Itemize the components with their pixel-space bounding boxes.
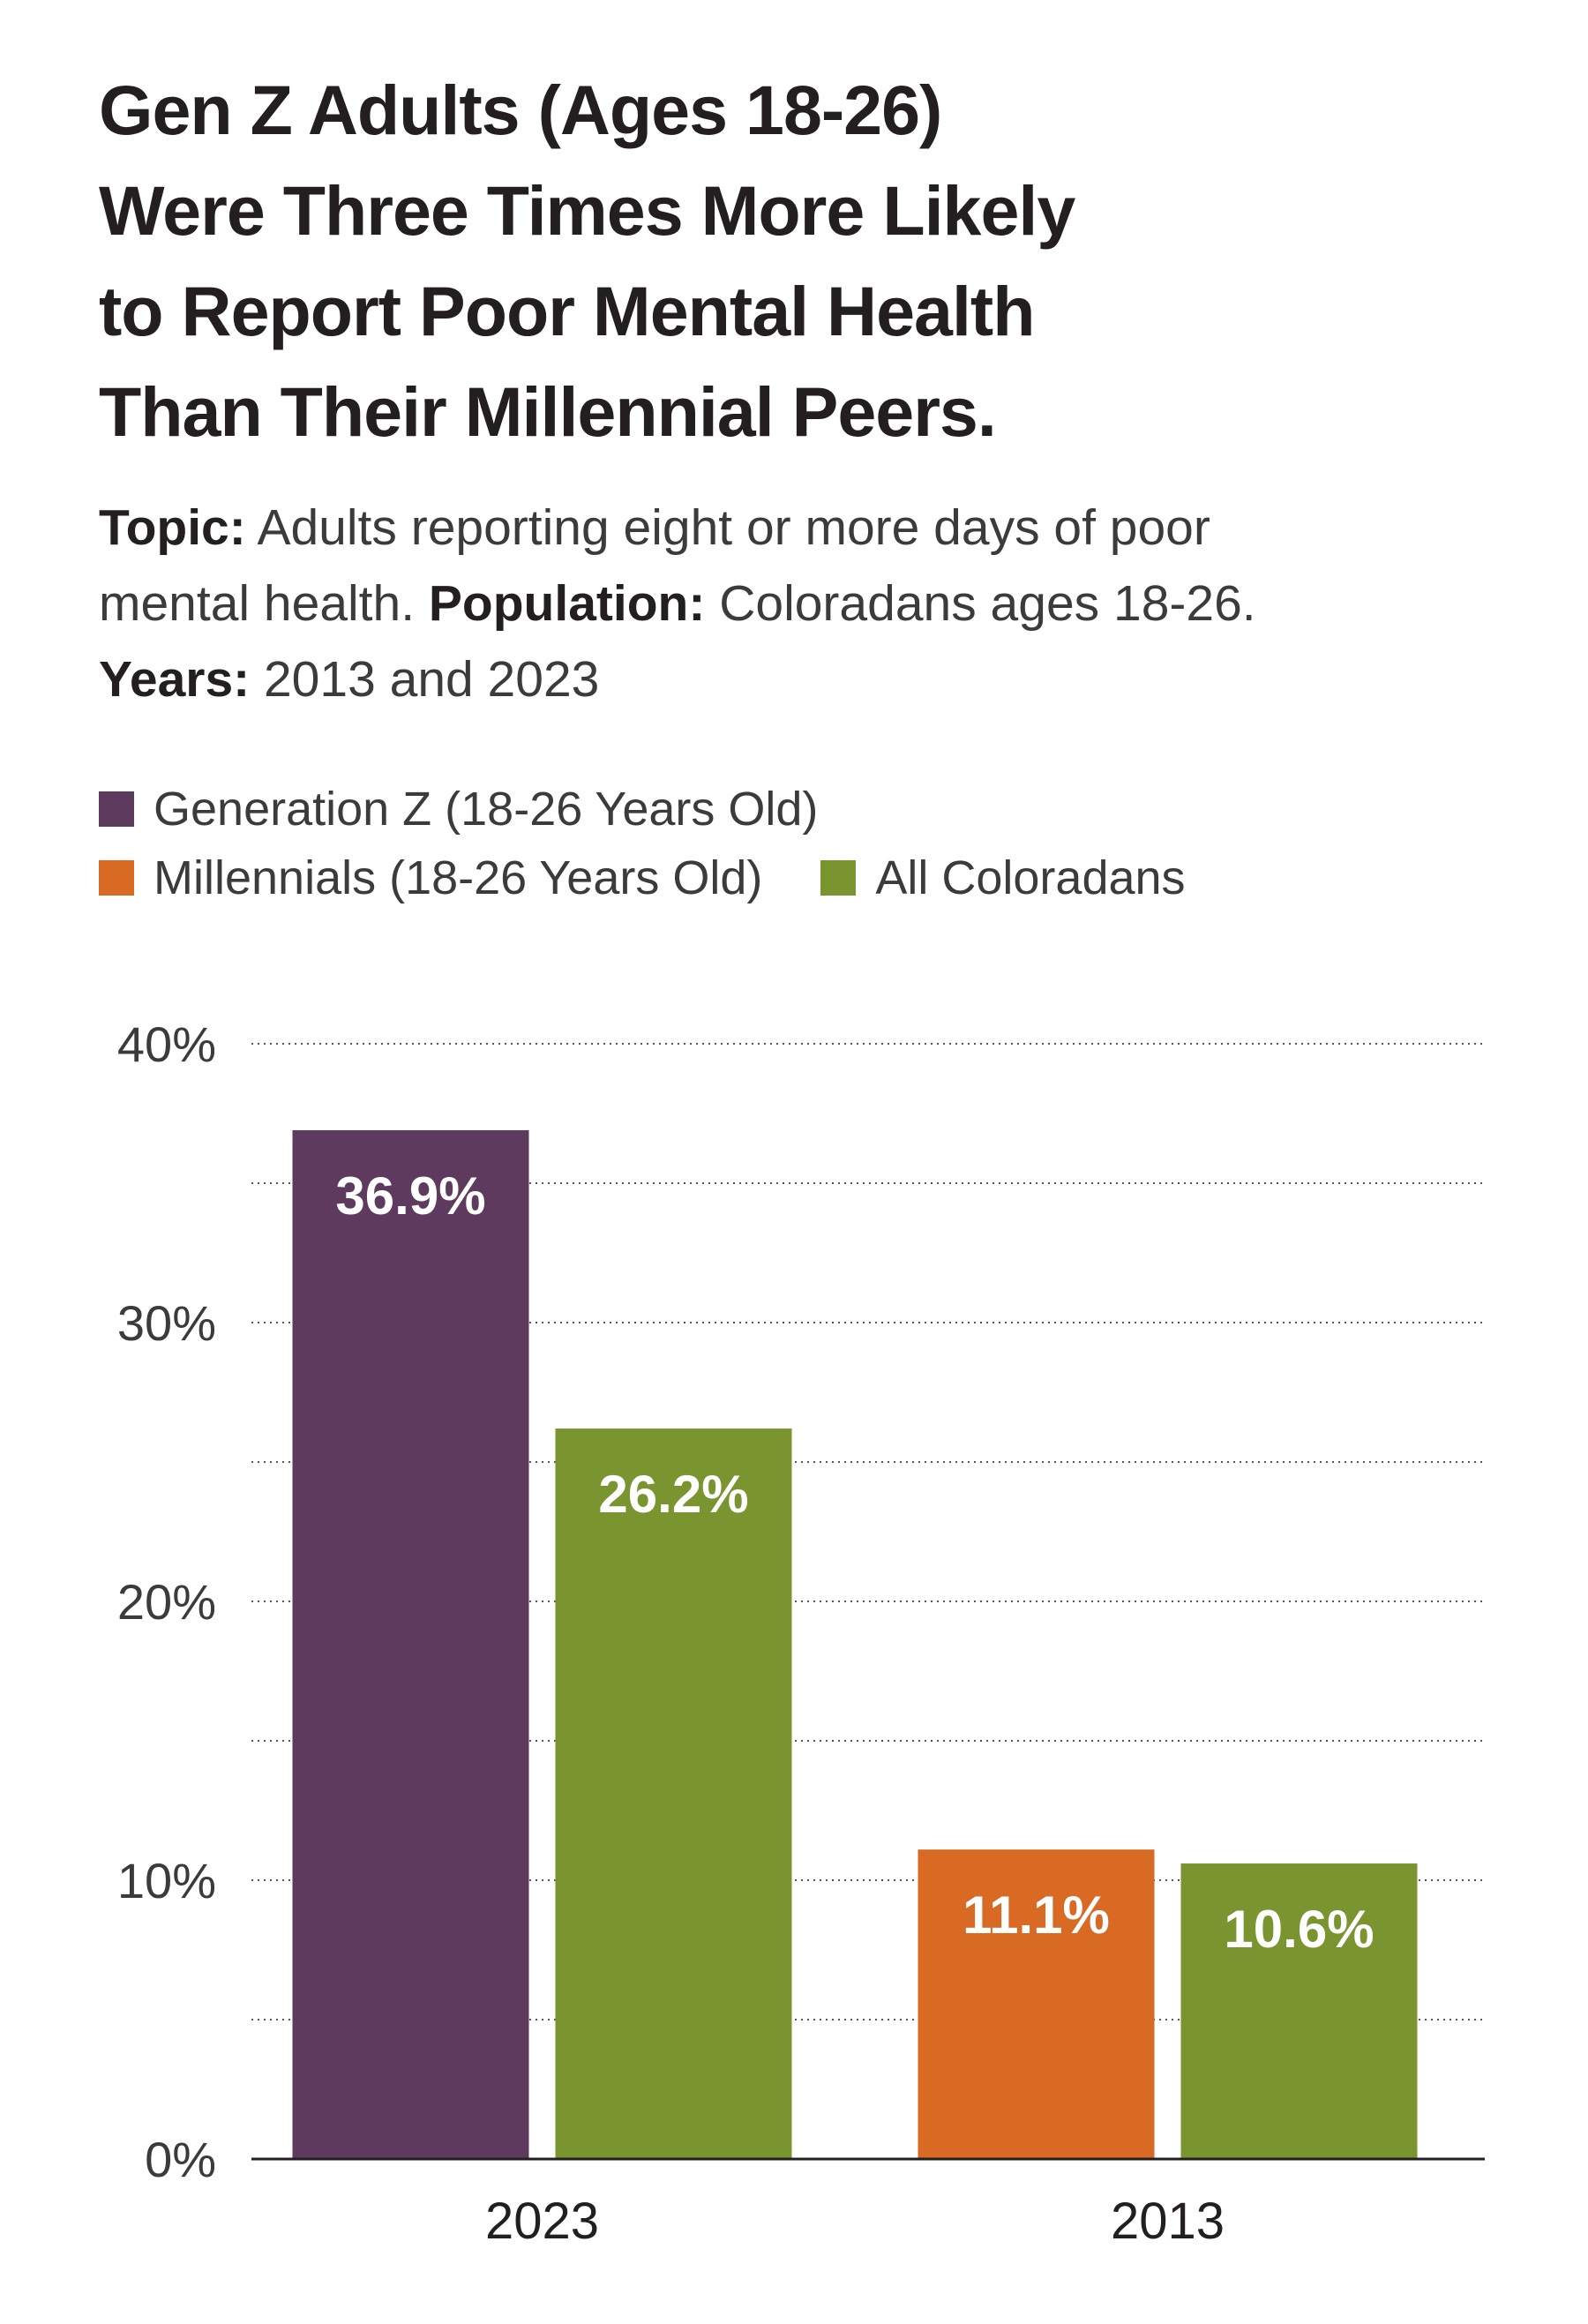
title-line-4: Than Their Millennial Peers. — [99, 372, 997, 451]
legend-item-gen-z: Generation Z (18-26 Years Old) — [99, 782, 818, 836]
legend-item-all-coloradans: All Coloradans — [820, 851, 1186, 905]
y-tick-label: 40% — [117, 1016, 216, 1072]
legend-row-2: Millennials (18-26 Years Old) All Colora… — [99, 843, 1546, 912]
population-text: Coloradans ages 18-26. — [719, 575, 1256, 632]
y-tick-label: 20% — [117, 1574, 216, 1630]
bar-2013-0 — [918, 1849, 1155, 2159]
bar-2023-1 — [555, 1428, 792, 2159]
chart-title: Gen Z Adults (Ages 18-26) Were Three Tim… — [99, 60, 1528, 462]
years-text: 2013 and 2023 — [263, 651, 600, 708]
legend-row-1: Generation Z (18-26 Years Old) — [99, 775, 1546, 843]
subtitle-line-1: Topic: Adults reporting eight or more da… — [99, 490, 1546, 566]
legend-swatch-millennials — [99, 860, 134, 896]
topic-text-2: mental health. — [99, 575, 416, 632]
chart-subtitle: Topic: Adults reporting eight or more da… — [99, 490, 1546, 717]
title-line-3: to Report Poor Mental Health — [99, 272, 1036, 350]
title-line-2: Were Three Times More Likely — [99, 171, 1075, 250]
years-label: Years: — [99, 651, 251, 708]
population-label: Population: — [428, 575, 706, 632]
y-tick-label: 0% — [145, 2132, 216, 2187]
chart-legend: Generation Z (18-26 Years Old) Millennia… — [99, 775, 1546, 912]
legend-item-millennials: Millennials (18-26 Years Old) — [99, 851, 762, 905]
subtitle-line-3: Years: 2013 and 2023 — [99, 641, 1546, 717]
title-line-1: Gen Z Adults (Ages 18-26) — [99, 71, 942, 149]
bar-value-label: 36.9% — [335, 1166, 485, 1226]
x-category-label: 2023 — [485, 2193, 599, 2250]
bar-value-label: 10.6% — [1224, 1900, 1374, 1959]
y-tick-label: 30% — [117, 1295, 216, 1351]
legend-label-all-coloradans: All Coloradans — [875, 851, 1186, 904]
bar-value-label: 11.1% — [963, 1885, 1110, 1945]
legend-swatch-gen-z — [99, 791, 134, 827]
bar-2023-0 — [292, 1129, 529, 2159]
x-category-label: 2013 — [1111, 2193, 1225, 2250]
y-tick-label: 10% — [117, 1853, 216, 1908]
legend-swatch-all-coloradans — [820, 860, 857, 896]
bar-value-label: 26.2% — [598, 1465, 748, 1524]
topic-text: Adults reporting eight or more days of p… — [257, 499, 1210, 556]
legend-label-millennials: Millennials (18-26 Years Old) — [154, 851, 763, 904]
legend-label-gen-z: Generation Z (18-26 Years Old) — [154, 783, 819, 836]
bar-2013-1 — [1180, 1863, 1418, 2159]
subtitle-line-2: mental health. Population: Coloradans ag… — [99, 566, 1546, 641]
topic-label: Topic: — [99, 499, 246, 556]
